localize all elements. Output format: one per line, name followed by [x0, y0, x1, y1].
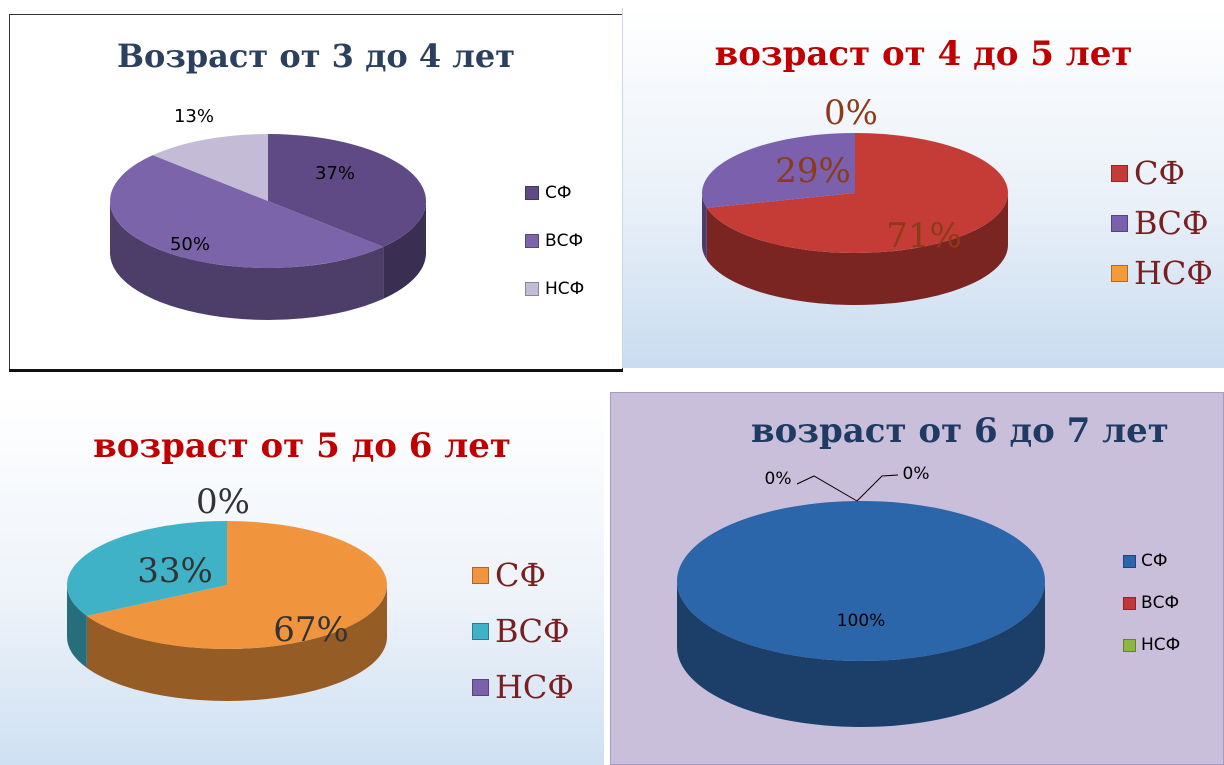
data-label: 33% [137, 551, 213, 591]
legend-item-sf: СФ [1123, 540, 1180, 582]
legend-item-vsf: ВСФ [1123, 582, 1180, 624]
pie-chart-age-5-6: 67% 33% 0% [67, 482, 388, 701]
legend-item-vsf: ВСФ [472, 603, 574, 659]
leader-line [796, 475, 858, 502]
pie-side-vsf [702, 193, 707, 260]
data-label: 71% [886, 216, 962, 256]
data-label: 29% [775, 151, 851, 191]
data-label: 67% [273, 610, 349, 650]
chart-title: возраст от 4 до 5 лет [714, 34, 1133, 74]
pie-slice-sf [677, 501, 1045, 661]
legend-swatch [472, 678, 489, 696]
pie-slice-nsf [152, 134, 268, 201]
legend-swatch [525, 282, 539, 296]
pie-side-sf [383, 201, 426, 299]
pie-side-sf [706, 193, 1009, 306]
legend-label: ВСФ [495, 612, 570, 650]
data-label: 37% [315, 163, 355, 184]
chart-panel-age-6-7: возраст от 6 до 7 лет 100% 0% 0% СФ ВСФ НСФ [610, 392, 1224, 765]
pie-slice-vsf [702, 133, 855, 208]
pie-chart-age-6-7: 100% 0% 0% [677, 464, 1045, 727]
legend-label: НСФ [1134, 254, 1213, 292]
pie-side-vsf [110, 201, 384, 320]
legend-item-sf: СФ [525, 169, 584, 217]
pie-slice-sf [706, 133, 1008, 254]
pie-side-vsf [67, 585, 87, 668]
legend-item-sf: СФ [1111, 148, 1213, 198]
chart-title: Возраст от 3 до 4 лет [116, 37, 516, 75]
legend-swatch [1123, 638, 1136, 652]
chart-legend: СФ ВСФ НСФ [1123, 540, 1180, 666]
pie-slice-sf [86, 521, 388, 649]
chart-panel-age-3-4: Возраст от 3 до 4 лет 37% 50% 13% СФ ВСФ НСФ [9, 14, 623, 371]
chart-legend: СФ ВСФ НСФ [525, 169, 584, 313]
data-label: 0% [903, 464, 930, 484]
legend-label: СФ [495, 556, 547, 594]
legend-item-vsf: ВСФ [525, 217, 584, 265]
panel-divider [9, 369, 623, 372]
legend-label: СФ [545, 183, 572, 203]
leader-line [856, 474, 899, 502]
data-label: 50% [170, 234, 210, 255]
legend-label: НСФ [1141, 635, 1181, 655]
legend-item-nsf: НСФ [525, 265, 584, 313]
pie-slice-vsf [67, 521, 228, 616]
legend-label: ВСФ [1134, 204, 1209, 242]
legend-item-vsf: ВСФ [1111, 198, 1213, 248]
legend-swatch [1123, 596, 1136, 610]
legend-swatch [472, 622, 489, 640]
data-label: 100% [837, 611, 886, 631]
legend-item-nsf: НСФ [472, 659, 574, 715]
pie-side-sf [677, 581, 1045, 727]
legend-swatch [1123, 554, 1136, 568]
legend-label: ВСФ [1141, 593, 1180, 613]
chart-panel-age-4-5: возраст от 4 до 5 лет 71% 29% 0% СФ ВСФ НСФ [622, 8, 1224, 368]
legend-item-nsf: НСФ [1123, 624, 1180, 666]
legend-swatch [1111, 264, 1128, 282]
legend-label: НСФ [495, 668, 574, 706]
data-label: 13% [174, 106, 214, 127]
legend-swatch [525, 234, 539, 248]
chart-panel-age-5-6: возраст от 5 до 6 лет 67% 33% 0% СФ ВСФ НСФ [0, 392, 604, 765]
legend-swatch [525, 186, 539, 200]
data-label: 0% [196, 482, 250, 522]
legend-item-nsf: НСФ [1111, 248, 1213, 298]
legend-item-sf: СФ [472, 547, 574, 603]
chart-title: возраст от 6 до 7 лет [751, 411, 1169, 451]
pie-slice-sf [268, 134, 426, 247]
legend-label: ВСФ [545, 231, 584, 251]
pie-side-sf [86, 585, 388, 701]
legend-label: НСФ [545, 279, 585, 299]
pie-slice-vsf [110, 155, 384, 268]
legend-label: СФ [1134, 154, 1186, 192]
pie-chart-age-4-5: 71% 29% 0% [702, 93, 1009, 306]
legend-swatch [472, 566, 489, 584]
chart-legend: СФ ВСФ НСФ [1111, 148, 1213, 298]
data-label: 0% [765, 469, 792, 489]
chart-legend: СФ ВСФ НСФ [472, 547, 574, 715]
legend-swatch [1111, 164, 1128, 182]
legend-swatch [1111, 214, 1128, 232]
chart-title: возраст от 5 до 6 лет [93, 426, 511, 466]
legend-label: СФ [1141, 551, 1168, 571]
data-label: 0% [824, 93, 878, 133]
pie-chart-age-3-4: 37% 50% 13% [110, 106, 426, 320]
